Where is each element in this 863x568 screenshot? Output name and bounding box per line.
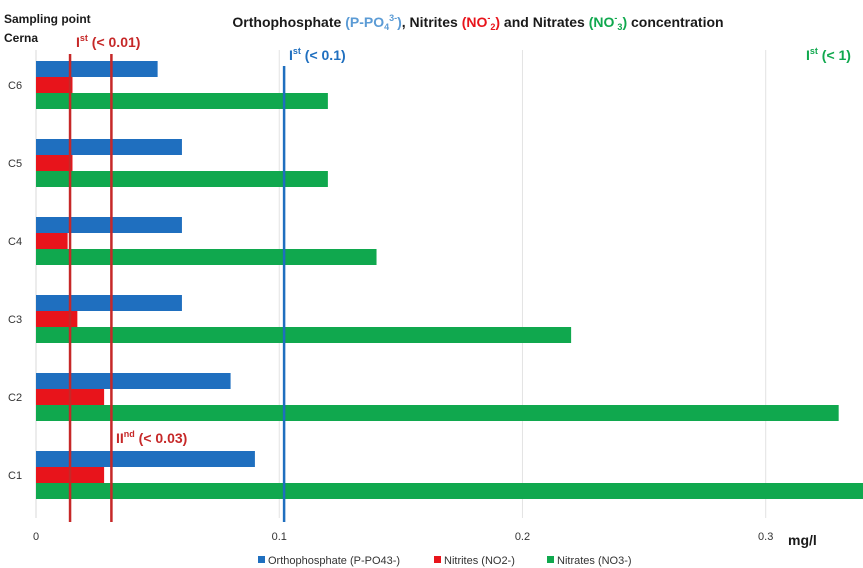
- bar-c1-series-0: [36, 451, 255, 467]
- category-label: C5: [8, 158, 22, 170]
- x-tick-labels: 0 0.1 0.2 0.3: [33, 531, 773, 543]
- bar-c6-series-0: [36, 61, 158, 77]
- bar-c5-series-0: [36, 139, 182, 155]
- legend-label: Nitrates (NO3-): [557, 555, 632, 567]
- category-label: C1: [8, 470, 22, 482]
- x-tick-label: 0.3: [758, 531, 773, 543]
- legend-label: Nitrites (NO2-): [444, 555, 515, 567]
- x-tick-label: 0: [33, 531, 39, 543]
- bar-c2-series-2: [36, 405, 839, 421]
- category-labels: C6 C5 C4 C3 C2 C1: [8, 80, 22, 482]
- legend-swatch: [434, 556, 441, 563]
- x-tick-label: 0.1: [272, 531, 287, 543]
- reference-lines: [68, 54, 286, 522]
- legend-swatch: [547, 556, 554, 563]
- category-label: C6: [8, 80, 22, 92]
- ylabel-line2: Cerna: [4, 31, 38, 45]
- bar-c6-series-2: [36, 93, 328, 109]
- category-label: C3: [8, 314, 22, 326]
- xlabel: mg/l: [788, 532, 817, 548]
- category-label: C4: [8, 236, 22, 248]
- bar-c6-series-1: [36, 77, 73, 93]
- annotation-nitrate-first-class: Ist (< 1): [806, 46, 851, 63]
- category-label: C2: [8, 392, 22, 404]
- ylabel-line1: Sampling point: [4, 12, 91, 26]
- bar-c1-series-2: [36, 483, 863, 499]
- bar-c4-series-1: [36, 233, 68, 249]
- bar-c5-series-1: [36, 155, 73, 171]
- bar-c5-series-2: [36, 171, 328, 187]
- annotation-nitrite-second-class: IInd (< 0.03): [116, 429, 187, 446]
- annotation-nitrite-first-class: Ist (< 0.01): [76, 33, 140, 50]
- bar-c4-series-2: [36, 249, 377, 265]
- bar-c2-series-0: [36, 373, 231, 389]
- legend-swatch: [258, 556, 265, 563]
- bar-c3-series-0: [36, 295, 182, 311]
- bars: [36, 61, 863, 499]
- legend-label: Orthophosphate (P-PO43-): [268, 555, 400, 567]
- bar-c3-series-1: [36, 311, 78, 327]
- grid: [35, 50, 767, 518]
- bar-c3-series-2: [36, 327, 572, 343]
- x-tick-label: 0.2: [515, 531, 530, 543]
- legend: Orthophosphate (P-PO43-) Nitrites (NO2-) N…: [258, 555, 632, 567]
- bar-c4-series-0: [36, 217, 182, 233]
- chart-title: Orthophosphate (P-PO43-), Nitrites (NO-2…: [232, 13, 723, 32]
- annotation-phosphate-first-class: Ist (< 0.1): [289, 46, 346, 63]
